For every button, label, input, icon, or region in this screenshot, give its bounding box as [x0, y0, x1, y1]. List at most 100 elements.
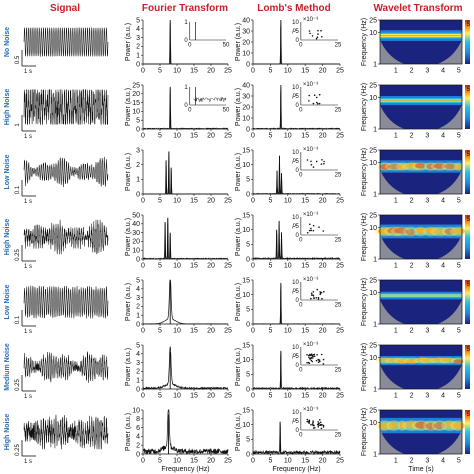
lomb-xtick-label: 25 [336, 198, 344, 205]
lomb-xtick-label: 20 [319, 458, 327, 465]
wavelet-xtick-label: 5 [457, 263, 461, 270]
lomb-inset-ytick: 5 [296, 224, 300, 230]
lomb-inset-point [308, 30, 311, 32]
wavelet-hotspot-halo [424, 162, 438, 171]
lomb-inset-point [313, 297, 316, 299]
lomb-inset-point [318, 102, 321, 105]
wavelet-coi-left [380, 364, 405, 389]
lomb-inset-point [321, 36, 323, 38]
lomb-panel: 0 5 10 15 0 5 10 15 20 25 Power (a.u.) 0 5 10 0 25 p ×10⁻… [235, 147, 344, 205]
lomb-xtick-label: 0 [251, 328, 255, 335]
lomb-xtick-label: 5 [268, 328, 272, 335]
lomb-inset-point [309, 32, 311, 35]
wavelet-coi-left [380, 169, 405, 194]
lomb-inset-xtick: 0 [299, 43, 303, 49]
lomb-inset-point [316, 354, 318, 356]
wavelet-hotspot [444, 163, 456, 170]
signal-time-label: 1 s [24, 329, 32, 335]
wavelet-ytick-label: 25 [369, 342, 377, 349]
signal-time-label: 1 s [24, 199, 32, 205]
lomb-inset-point [313, 355, 316, 358]
row-label: High Noise [4, 219, 11, 256]
fourier-xtick-label: 0 [141, 328, 145, 335]
lomb-inset-ytick: 10 [292, 85, 299, 91]
fourier-xtick-label: 10 [173, 393, 181, 400]
wavelet-xtick-label: 3 [425, 263, 429, 270]
lomb-ytick-label: 10 [242, 422, 250, 429]
fourier-xlabel: Frequency (Hz) [161, 466, 209, 473]
lomb-inset-exp-label: ×10⁻³ [303, 407, 318, 413]
fourier-ytick-label: 8 [136, 416, 140, 423]
fourier-xtick-label: 10 [173, 198, 181, 205]
lomb-inset-point [310, 359, 313, 362]
wavelet-hotspot-halo [412, 162, 429, 171]
fourier-ytick-label: 2 [136, 443, 140, 450]
wavelet-hotspot [434, 422, 445, 430]
colorbar-tick: 5 [467, 22, 471, 28]
lomb-inset: 0 5 10 0 25 p ×10⁻³ [292, 82, 342, 114]
lomb-inset-point [315, 359, 318, 362]
wavelet-ytick-label: 1 [373, 191, 377, 198]
wavelet-hotspot-halo [441, 420, 459, 431]
lomb-inset-ytick: 0 [296, 363, 300, 369]
fourier-ytick-label: 4 [136, 286, 140, 293]
fourier-inset-xtick: 50 [223, 43, 230, 49]
colorbar-tick: 5 [467, 282, 471, 288]
lomb-xtick-label: 25 [336, 263, 344, 270]
wavelet-colorbar [465, 280, 470, 324]
lomb-spectrum [252, 155, 340, 195]
wavelet-background [380, 345, 462, 389]
lomb-inset-ytick: 10 [292, 215, 299, 221]
wavelet-hotspot [378, 357, 392, 363]
fourier-xtick-label: 0 [141, 68, 145, 75]
fourier-xtick-label: 25 [224, 393, 232, 400]
lomb-inset-point [311, 423, 314, 425]
signal-time-label: 1 s [24, 134, 32, 140]
lomb-inset-point [310, 160, 312, 163]
wavelet-band-peak [380, 34, 462, 37]
fourier-xtick-label: 15 [190, 393, 198, 400]
wavelet-hotspot-halo [423, 420, 439, 431]
lomb-xtick-label: 5 [268, 68, 272, 75]
lomb-xtick-label: 10 [284, 458, 292, 465]
wavelet-hotspot-halo [386, 420, 401, 431]
wavelet-hotspot-halo [423, 226, 439, 237]
colorbar-tick: 5 [467, 347, 471, 353]
wavelet-hotspot [380, 164, 391, 170]
wavelet-ytick-label: 25 [369, 212, 377, 219]
lomb-xtick-label: 10 [284, 198, 292, 205]
fourier-xtick-label: 10 [173, 68, 181, 75]
lomb-ytick-label: 40 [242, 17, 250, 24]
wavelet-hotspot [455, 164, 462, 171]
wavelet-xtick-label: 5 [457, 458, 461, 465]
wavelet-ylabel: Frequency (Hz) [361, 408, 368, 456]
lomb-ylabel: Power (a.u.) [235, 88, 242, 126]
fourier-ytick-label: 4 [136, 434, 140, 441]
wavelet-ytick-label: 10 [369, 30, 377, 37]
wavelet-ytick-label: 1 [373, 451, 377, 458]
wavelet-band-peak [380, 100, 462, 102]
fourier-xtick-label: 10 [173, 133, 181, 140]
lomb-inset: 0 5 10 0 25 p ×10⁻³ [292, 277, 342, 309]
lomb-xtick-label: 0 [251, 458, 255, 465]
wavelet-xtick-label: 2 [410, 68, 414, 75]
lomb-xtick-label: 0 [251, 198, 255, 205]
lomb-xtick-label: 15 [301, 458, 309, 465]
wavelet-coi-left [380, 39, 405, 64]
fourier-spectrum [142, 219, 229, 260]
lomb-inset-point [319, 419, 321, 421]
lomb-panel: 0 10 20 30 40 0 5 10 15 20 25 Power (a.u.) 0 5 10 0 25 p ×… [235, 17, 344, 75]
lomb-inset-point [312, 354, 315, 356]
fourier-xtick-label: 15 [190, 198, 198, 205]
lomb-ytick-label: 15 [242, 147, 250, 154]
fourier-ytick-label: 2 [136, 44, 140, 51]
lomb-xtick-label: 0 [251, 393, 255, 400]
wavelet-coi-left [380, 429, 405, 454]
fourier-xtick-label: 15 [190, 263, 198, 270]
signal-trace [23, 26, 109, 58]
wavelet-ytick-label: 10 [369, 95, 377, 102]
